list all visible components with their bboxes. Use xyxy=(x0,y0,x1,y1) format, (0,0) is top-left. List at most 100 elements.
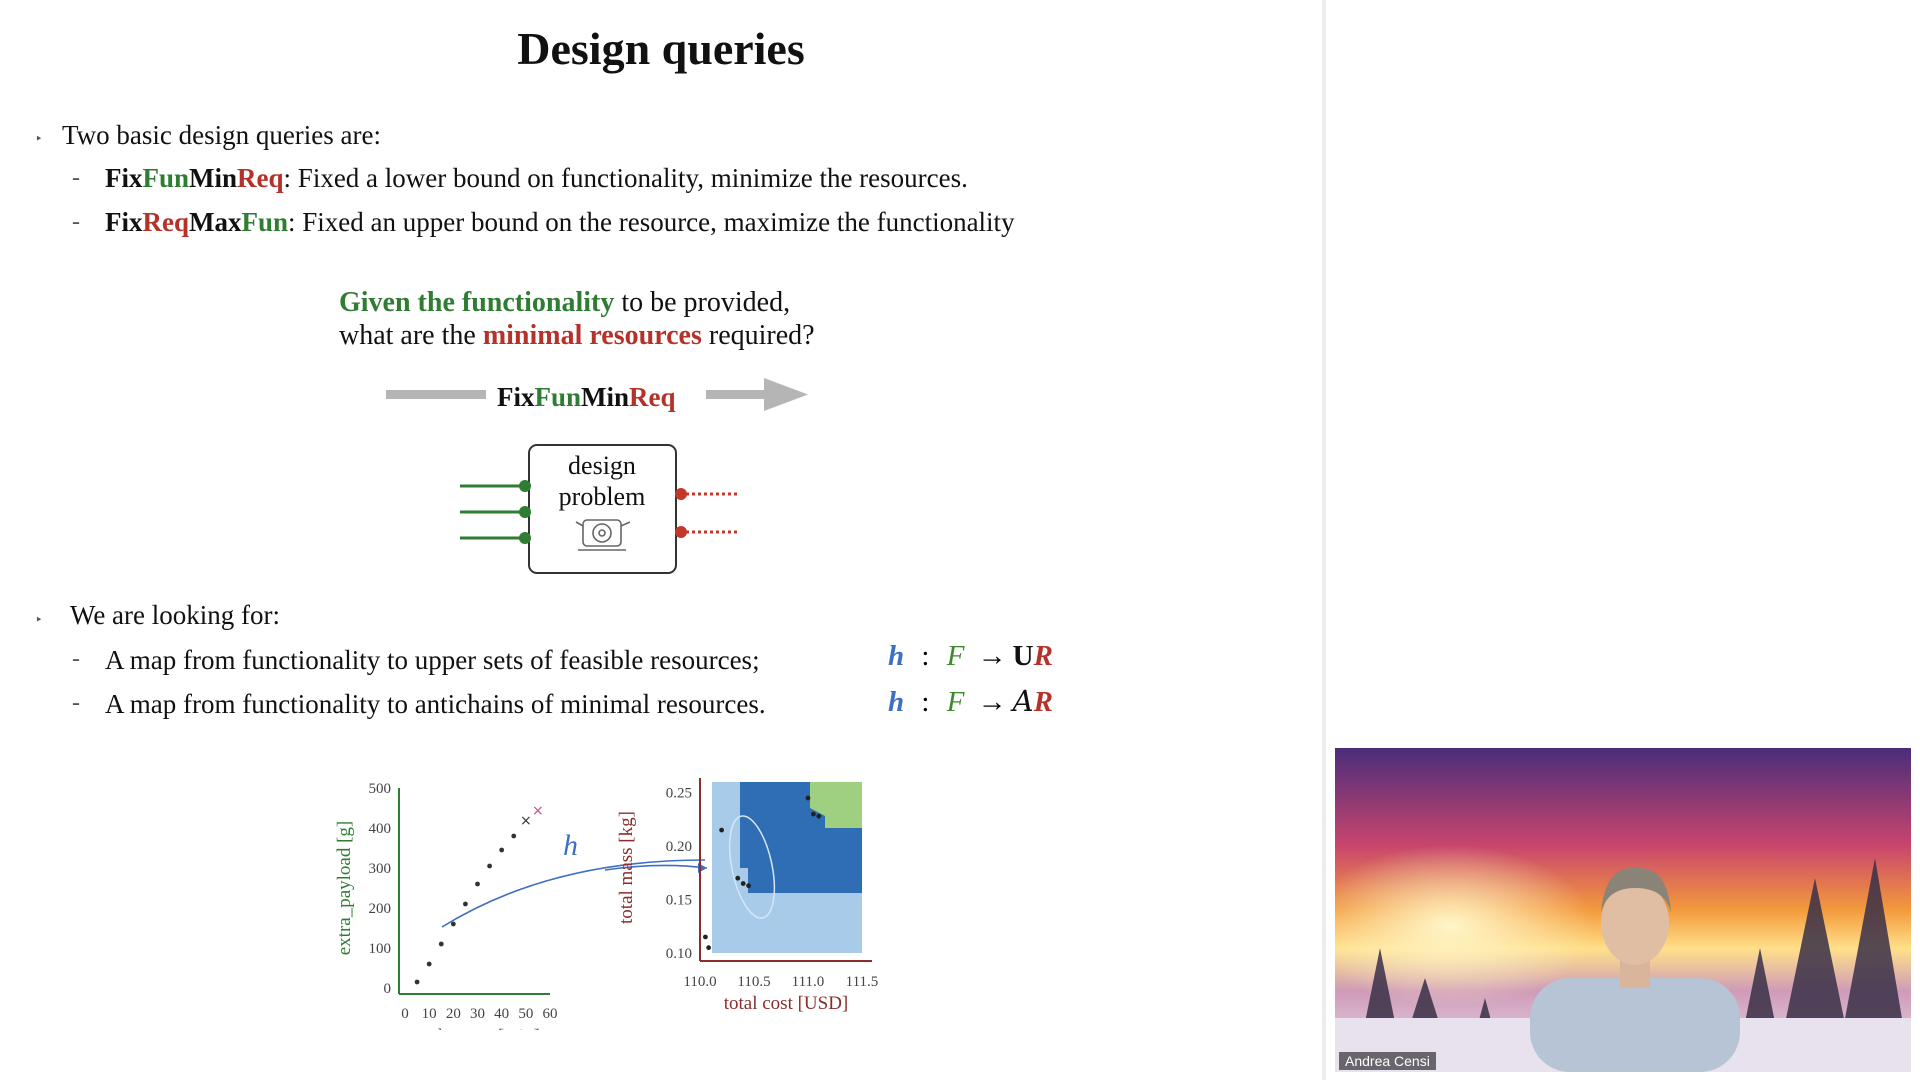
presenter-silhouette xyxy=(1530,867,1740,1072)
y-tick-label: 0.10 xyxy=(666,946,692,962)
bullet-triangle-icon: ‣ xyxy=(35,612,43,627)
antichain-point xyxy=(706,945,712,951)
dash-icon: - xyxy=(72,165,80,191)
participant-name: Andrea Censi xyxy=(1339,1052,1436,1070)
x-tick-label: 111.0 xyxy=(792,974,825,990)
antichain-point xyxy=(703,934,708,940)
slide-title: Design queries xyxy=(517,23,805,74)
x-tick-label: 40 xyxy=(494,1006,509,1022)
y-tick-label: 300 xyxy=(369,861,392,877)
formula-F: F xyxy=(946,640,965,672)
query-description: : Fixed an upper bound on the resource, … xyxy=(288,207,1015,237)
data-point xyxy=(414,979,420,985)
pane-divider xyxy=(1322,0,1326,1080)
formula-op: A xyxy=(1012,684,1034,718)
formula-arrow: → xyxy=(977,686,1007,718)
antichain-point xyxy=(735,875,741,881)
query-name-part: Max xyxy=(189,207,242,237)
y-axis-label: extra_payload [g] xyxy=(334,821,355,956)
question-text: Given the functionality to be provided, … xyxy=(339,286,815,352)
x-tick-label: 110.5 xyxy=(737,974,770,990)
data-point: × xyxy=(532,803,544,819)
y-axis-label: total mass [kg] xyxy=(616,811,637,924)
x-tick-label: 0 xyxy=(401,1006,409,1022)
formula-upper-sets: h : F → UR xyxy=(888,640,1053,673)
y-tick-label: 500 xyxy=(369,781,392,797)
arrow-head-icon xyxy=(764,378,808,411)
x-axis-label: total cost [USD] xyxy=(724,993,849,1014)
data-point xyxy=(450,921,456,927)
formula-colon: : xyxy=(921,640,930,672)
y-tick-label: 0.20 xyxy=(666,839,692,855)
formula-h: h xyxy=(888,640,905,672)
h-map-curve xyxy=(604,864,708,871)
query-item-fixfunminreq: FixFunMinReq: Fixed a lower bound on fun… xyxy=(105,163,968,194)
design-problem-diagram: FixFunMinReq design problem xyxy=(386,378,808,574)
data-point xyxy=(499,847,505,853)
data-point xyxy=(487,863,492,869)
map-item-upper-sets: A map from functionality to upper sets o… xyxy=(105,645,760,675)
y-tick-label: 400 xyxy=(369,821,392,837)
data-point xyxy=(511,833,517,839)
slide: Design queries ‣ Two basic design querie… xyxy=(35,23,1053,1030)
formula-op: U xyxy=(1012,640,1034,672)
box-label-problem: problem xyxy=(559,482,646,511)
formula-antichains: h : F → AR xyxy=(888,684,1053,719)
query-description: : Fixed a lower bound on functionality, … xyxy=(283,163,968,193)
h-map-curve xyxy=(441,859,706,928)
engine-icon xyxy=(575,519,631,551)
question-rest: to be provided, xyxy=(614,287,791,318)
query-name-part: Req xyxy=(142,207,190,237)
formula-R: R xyxy=(1033,686,1053,718)
data-point xyxy=(475,881,480,887)
antichain-point xyxy=(719,827,724,833)
antichain-point xyxy=(746,883,751,889)
formula-h: h xyxy=(888,686,905,718)
query-name-part: Fun xyxy=(142,163,190,193)
data-point xyxy=(426,961,432,967)
query-name-part: Fix xyxy=(105,207,143,237)
y-tick-label: 0.25 xyxy=(666,786,692,802)
query-name-part: Fix xyxy=(105,163,143,193)
x-tick-label: 111.5 xyxy=(846,974,879,990)
y-tick-label: 100 xyxy=(369,941,392,957)
query-item-fixreqmaxfun: FixReqMaxFun: Fixed an upper bound on th… xyxy=(105,207,1015,238)
data-point xyxy=(463,901,468,907)
x-tick-label: 60 xyxy=(543,1006,558,1022)
data-point: × xyxy=(520,813,532,829)
looking-for-text: We are looking for: xyxy=(70,600,281,630)
intro-text: Two basic design queries are: xyxy=(62,120,382,150)
x-tick-label: 10 xyxy=(422,1006,437,1022)
arrow-shaft-right xyxy=(706,390,766,399)
bullet-triangle-icon: ‣ xyxy=(35,131,43,146)
antichain-point xyxy=(816,813,822,819)
functionality-inputs xyxy=(460,480,531,544)
antichain-point xyxy=(805,795,811,801)
formula-F: F xyxy=(946,686,965,718)
data-point xyxy=(438,941,444,947)
dash-icon: - xyxy=(72,209,80,235)
x-tick-label: 20 xyxy=(446,1006,461,1022)
arrow-label: FixFunMinReq xyxy=(497,382,676,412)
highlight-ellipse xyxy=(728,815,776,919)
charts-figure: 0 10 20 30 40 50 60 0 100 200 300 400 500 endurance [… xyxy=(334,778,879,1030)
map-item-antichains: A map from functionality to antichains o… xyxy=(105,689,766,719)
h-label: h xyxy=(563,829,578,862)
question-pre: what are the xyxy=(339,320,483,351)
formula-arrow: → xyxy=(977,640,1007,672)
y-tick-label: 200 xyxy=(369,901,392,917)
query-name-part: Min xyxy=(189,163,238,193)
question-red: minimal resources xyxy=(482,320,702,351)
box-label-design: design xyxy=(568,451,636,480)
formula-R: R xyxy=(1033,640,1053,672)
resource-outputs xyxy=(675,488,738,538)
region-green xyxy=(810,782,862,828)
y-tick-label: 0 xyxy=(384,981,392,997)
x-tick-label: 50 xyxy=(518,1006,533,1022)
antichain-point xyxy=(740,881,746,886)
antichain-point xyxy=(811,811,816,817)
formula-colon: : xyxy=(921,686,930,718)
dash-icon: - xyxy=(72,646,80,672)
x-axis-label: endurance [min] xyxy=(415,1026,540,1030)
arrow-shaft-left xyxy=(386,390,486,399)
